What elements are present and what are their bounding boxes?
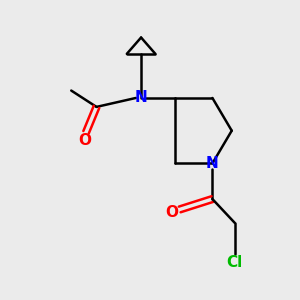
- Text: O: O: [165, 205, 178, 220]
- Text: N: N: [206, 156, 219, 171]
- Text: N: N: [135, 91, 148, 106]
- Text: O: O: [78, 133, 91, 148]
- Text: Cl: Cl: [226, 255, 243, 270]
